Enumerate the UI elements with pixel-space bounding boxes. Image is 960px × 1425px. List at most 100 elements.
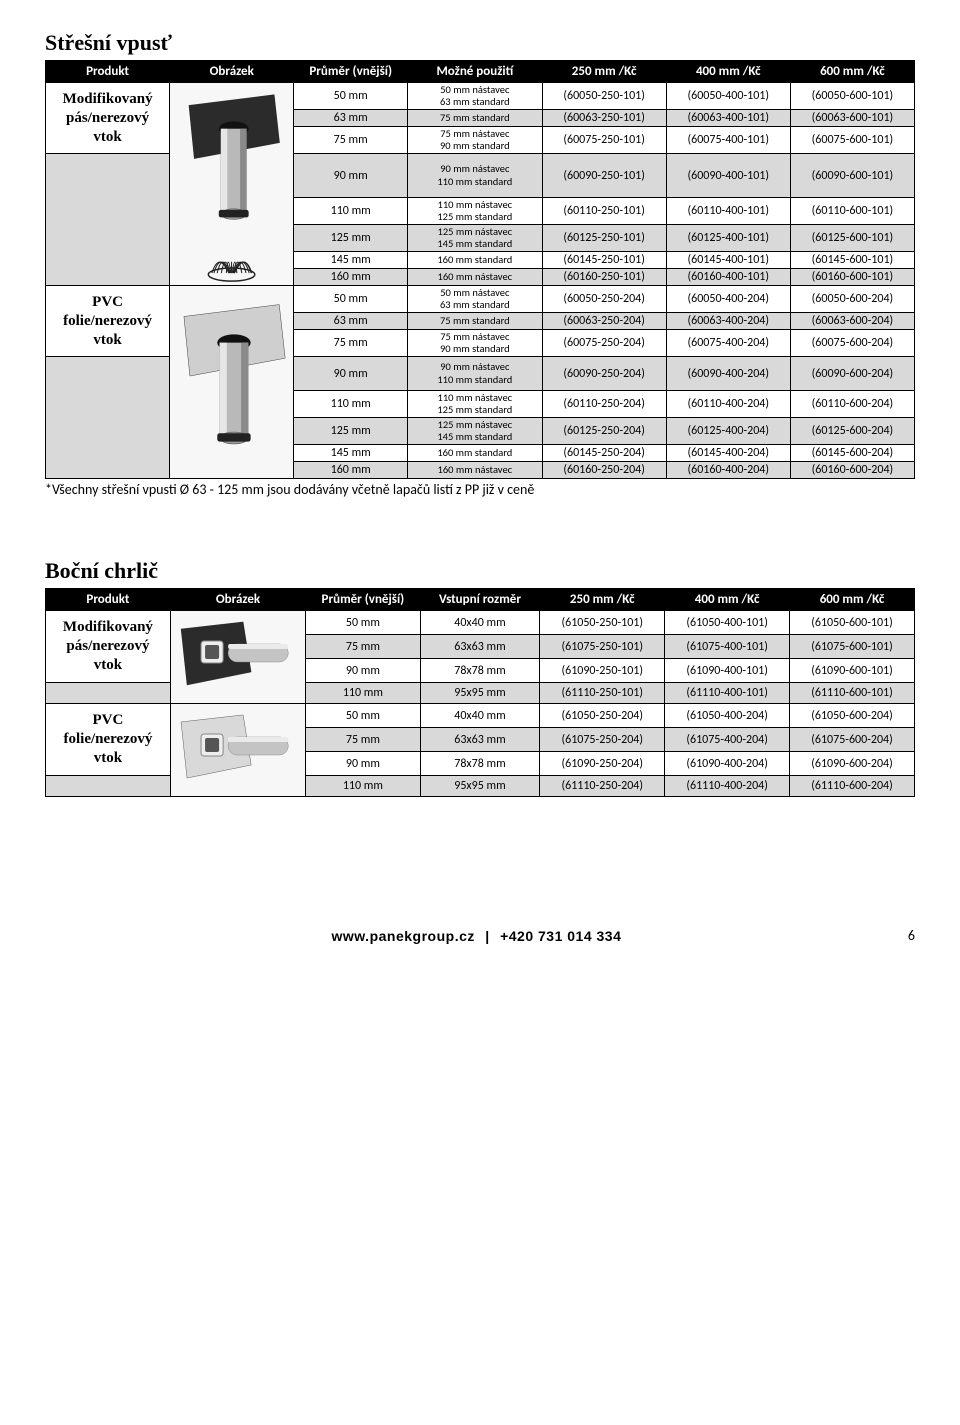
column-header: Obrázek <box>170 61 294 83</box>
diameter-cell: 75 mm <box>294 330 408 357</box>
code-cell: (61075-400-204) <box>665 728 790 752</box>
table-stresni-vpust: ProduktObrázekPrůměr (vnější)Možné použi… <box>45 60 915 479</box>
use-cell: 75 mm nástavec90 mm standard <box>408 127 542 154</box>
product-image <box>170 704 305 797</box>
code-cell: (61050-400-101) <box>665 611 790 635</box>
diameter-cell: 50 mm <box>306 704 420 728</box>
code-cell: (61110-600-101) <box>790 683 915 704</box>
use-cell: 160 mm standard <box>408 445 542 462</box>
diameter-cell: 75 mm <box>306 635 420 659</box>
section-title-1: Střešní vpusť <box>45 30 915 56</box>
code-cell: (60063-400-204) <box>666 313 790 330</box>
code-cell: (60063-400-101) <box>666 110 790 127</box>
use-cell: 125 mm nástavec145 mm standard <box>408 224 542 251</box>
product-label: PVCfolie/nerezovývtok <box>46 286 170 357</box>
diameter-cell: 90 mm <box>306 659 420 683</box>
code-cell: (61050-600-101) <box>790 611 915 635</box>
use-cell: 50 mm nástavec63 mm standard <box>408 83 542 110</box>
code-cell: (61090-250-204) <box>540 752 665 776</box>
code-cell: (61090-600-204) <box>790 752 915 776</box>
code-cell: (60110-400-204) <box>666 390 790 417</box>
code-cell: (60125-250-204) <box>542 417 666 444</box>
diameter-cell: 90 mm <box>306 752 420 776</box>
footer-url: www.panekgroup.cz <box>332 928 475 944</box>
code-cell: (60050-250-204) <box>542 286 666 313</box>
column-header: Obrázek <box>170 589 305 611</box>
code-cell: (61075-600-204) <box>790 728 915 752</box>
product-image <box>170 611 305 704</box>
column-header: 400 mm /Kč <box>666 61 790 83</box>
code-cell: (61050-400-204) <box>665 704 790 728</box>
diameter-cell: 75 mm <box>294 127 408 154</box>
table-row: Modifikovanýpás/nerezovývtok 50 mm40x40 … <box>46 611 915 635</box>
section-title-2: Boční chrlič <box>45 558 915 584</box>
column-header: 600 mm /Kč <box>790 61 914 83</box>
code-cell: (60160-400-101) <box>666 269 790 286</box>
use-cell: 95x95 mm <box>420 683 540 704</box>
use-cell: 110 mm nástavec125 mm standard <box>408 390 542 417</box>
diameter-cell: 63 mm <box>294 313 408 330</box>
table-row: PVCfolie/nerezovývtok 50 mm40x40 mm(6105… <box>46 704 915 728</box>
code-cell: (60063-250-204) <box>542 313 666 330</box>
code-cell: (61050-600-204) <box>790 704 915 728</box>
use-cell: 110 mm nástavec125 mm standard <box>408 197 542 224</box>
column-header: 250 mm /Kč <box>542 61 666 83</box>
code-cell: (61090-400-101) <box>665 659 790 683</box>
diameter-cell: 90 mm <box>294 154 408 198</box>
code-cell: (60050-400-101) <box>666 83 790 110</box>
blank-cell <box>46 154 170 286</box>
blank-cell <box>46 776 171 797</box>
diameter-cell: 110 mm <box>306 683 420 704</box>
column-header: Produkt <box>46 61 170 83</box>
diameter-cell: 75 mm <box>306 728 420 752</box>
diameter-cell: 160 mm <box>294 269 408 286</box>
use-cell: 95x95 mm <box>420 776 540 797</box>
code-cell: (60145-600-101) <box>790 252 914 269</box>
code-cell: (60125-400-101) <box>666 224 790 251</box>
code-cell: (60090-600-101) <box>790 154 914 198</box>
code-cell: (61075-400-101) <box>665 635 790 659</box>
column-header: 250 mm /Kč <box>540 589 665 611</box>
column-header: Možné použití <box>408 61 542 83</box>
page-number: 6 <box>908 927 915 944</box>
use-cell: 63x63 mm <box>420 728 540 752</box>
diameter-cell: 50 mm <box>294 83 408 110</box>
column-header: Vstupní rozměr <box>420 589 540 611</box>
diameter-cell: 110 mm <box>294 390 408 417</box>
code-cell: (60110-600-204) <box>790 390 914 417</box>
code-cell: (61110-250-204) <box>540 776 665 797</box>
code-cell: (60160-250-101) <box>542 269 666 286</box>
diameter-cell: 110 mm <box>294 197 408 224</box>
column-header: 600 mm /Kč <box>790 589 915 611</box>
code-cell: (61090-400-204) <box>665 752 790 776</box>
blank-cell <box>46 683 171 704</box>
table-row: Modifikovanýpás/nerezovývtok 50 mm50 mm … <box>46 83 915 110</box>
code-cell: (60160-600-101) <box>790 269 914 286</box>
use-cell: 50 mm nástavec63 mm standard <box>408 286 542 313</box>
use-cell: 40x40 mm <box>420 704 540 728</box>
code-cell: (61075-250-101) <box>540 635 665 659</box>
code-cell: (60160-400-204) <box>666 462 790 479</box>
diameter-cell: 90 mm <box>294 357 408 391</box>
use-cell: 160 mm standard <box>408 252 542 269</box>
code-cell: (60125-600-204) <box>790 417 914 444</box>
column-header: Průměr (vnější) <box>306 589 420 611</box>
code-cell: (60063-250-101) <box>542 110 666 127</box>
use-cell: 75 mm nástavec90 mm standard <box>408 330 542 357</box>
product-label: Modifikovanýpás/nerezovývtok <box>46 83 170 154</box>
code-cell: (61075-250-204) <box>540 728 665 752</box>
code-cell: (60090-400-101) <box>666 154 790 198</box>
code-cell: (60145-250-204) <box>542 445 666 462</box>
code-cell: (61050-250-204) <box>540 704 665 728</box>
product-image <box>170 286 294 479</box>
code-cell: (60110-250-204) <box>542 390 666 417</box>
diameter-cell: 125 mm <box>294 417 408 444</box>
diameter-cell: 110 mm <box>306 776 420 797</box>
table-bocni-chrlic: ProduktObrázekPrůměr (vnější)Vstupní roz… <box>45 588 915 797</box>
footer-phone: +420 731 014 334 <box>500 928 621 944</box>
code-cell: (61110-250-101) <box>540 683 665 704</box>
use-cell: 63x63 mm <box>420 635 540 659</box>
code-cell: (60110-400-101) <box>666 197 790 224</box>
code-cell: (60125-600-101) <box>790 224 914 251</box>
diameter-cell: 50 mm <box>294 286 408 313</box>
